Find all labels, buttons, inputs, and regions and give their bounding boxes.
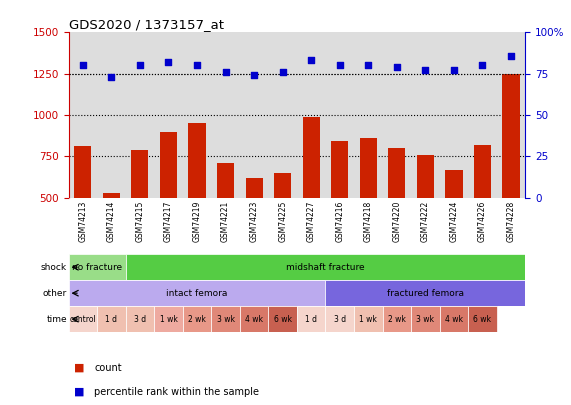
Bar <box>69 306 97 332</box>
Bar <box>331 141 348 198</box>
Point <box>135 62 144 69</box>
Text: GSM74218: GSM74218 <box>364 200 373 242</box>
Text: GSM74225: GSM74225 <box>278 200 287 242</box>
Text: no fracture: no fracture <box>72 263 122 272</box>
Point <box>164 59 173 65</box>
Text: 4 wk: 4 wk <box>245 315 263 324</box>
Text: 6 wk: 6 wk <box>274 315 292 324</box>
Point <box>307 57 316 64</box>
Text: 3 d: 3 d <box>134 315 146 324</box>
Bar <box>411 306 440 332</box>
Point <box>421 67 430 74</box>
Bar <box>126 306 154 332</box>
Bar <box>360 138 377 198</box>
Text: GSM74222: GSM74222 <box>421 200 430 242</box>
Bar <box>97 306 126 332</box>
Text: intact femora: intact femora <box>166 289 228 298</box>
Bar <box>303 117 320 198</box>
Bar <box>325 306 354 332</box>
Bar <box>502 74 520 198</box>
Point <box>107 74 116 80</box>
Text: time: time <box>46 315 67 324</box>
Text: 2 wk: 2 wk <box>388 315 406 324</box>
Text: GSM74221: GSM74221 <box>221 200 230 242</box>
Bar <box>69 254 126 280</box>
Text: GSM74220: GSM74220 <box>392 200 401 242</box>
Bar <box>297 306 325 332</box>
Text: control: control <box>70 315 96 324</box>
Bar <box>188 123 206 198</box>
Text: 1 wk: 1 wk <box>359 315 377 324</box>
Text: ■: ■ <box>74 362 85 373</box>
Text: GSM74217: GSM74217 <box>164 200 173 242</box>
Bar <box>69 280 325 306</box>
Text: 1 d: 1 d <box>305 315 317 324</box>
Bar <box>246 178 263 198</box>
Point <box>335 62 344 69</box>
Text: midshaft fracture: midshaft fracture <box>286 263 365 272</box>
Text: GSM74227: GSM74227 <box>307 200 316 242</box>
Text: 3 d: 3 d <box>333 315 346 324</box>
Bar <box>274 173 291 198</box>
Bar <box>160 132 177 198</box>
Text: shock: shock <box>41 263 67 272</box>
Point <box>250 72 259 79</box>
Text: GSM74215: GSM74215 <box>135 200 144 242</box>
Bar <box>468 306 497 332</box>
Text: GSM74228: GSM74228 <box>506 200 516 242</box>
Point <box>449 67 459 74</box>
Bar <box>474 145 491 198</box>
Text: GSM74226: GSM74226 <box>478 200 487 242</box>
Text: 1 wk: 1 wk <box>159 315 178 324</box>
Text: 3 wk: 3 wk <box>416 315 435 324</box>
Bar <box>445 170 463 198</box>
Bar <box>217 163 234 198</box>
Text: 2 wk: 2 wk <box>188 315 206 324</box>
Text: 4 wk: 4 wk <box>445 315 463 324</box>
Point <box>478 62 487 69</box>
Text: GSM74216: GSM74216 <box>335 200 344 242</box>
Bar <box>154 306 183 332</box>
Bar <box>131 150 148 198</box>
Text: 3 wk: 3 wk <box>216 315 235 324</box>
Bar <box>183 306 211 332</box>
Point <box>192 62 202 69</box>
Bar <box>74 146 91 198</box>
Text: GSM74219: GSM74219 <box>192 200 202 242</box>
Text: ■: ■ <box>74 387 85 397</box>
Text: GSM74214: GSM74214 <box>107 200 116 242</box>
Bar <box>240 306 268 332</box>
Bar <box>417 155 434 198</box>
Text: percentile rank within the sample: percentile rank within the sample <box>94 387 259 397</box>
Point <box>364 62 373 69</box>
Bar <box>126 254 525 280</box>
Text: 6 wk: 6 wk <box>473 315 492 324</box>
Bar <box>268 306 297 332</box>
Point <box>78 62 87 69</box>
Text: GSM74224: GSM74224 <box>449 200 459 242</box>
Text: count: count <box>94 362 122 373</box>
Point <box>278 69 287 75</box>
Point <box>506 52 516 59</box>
Text: GSM74213: GSM74213 <box>78 200 87 242</box>
Bar <box>388 148 405 198</box>
Bar <box>440 306 468 332</box>
Bar <box>354 306 383 332</box>
Bar <box>103 193 120 198</box>
Bar <box>383 306 411 332</box>
Bar <box>325 280 525 306</box>
Text: GDS2020 / 1373157_at: GDS2020 / 1373157_at <box>69 18 223 31</box>
Point <box>392 64 401 70</box>
Bar <box>211 306 240 332</box>
Point <box>221 69 230 75</box>
Text: other: other <box>43 289 67 298</box>
Text: 1 d: 1 d <box>105 315 118 324</box>
Text: fractured femora: fractured femora <box>387 289 464 298</box>
Text: GSM74223: GSM74223 <box>250 200 259 242</box>
